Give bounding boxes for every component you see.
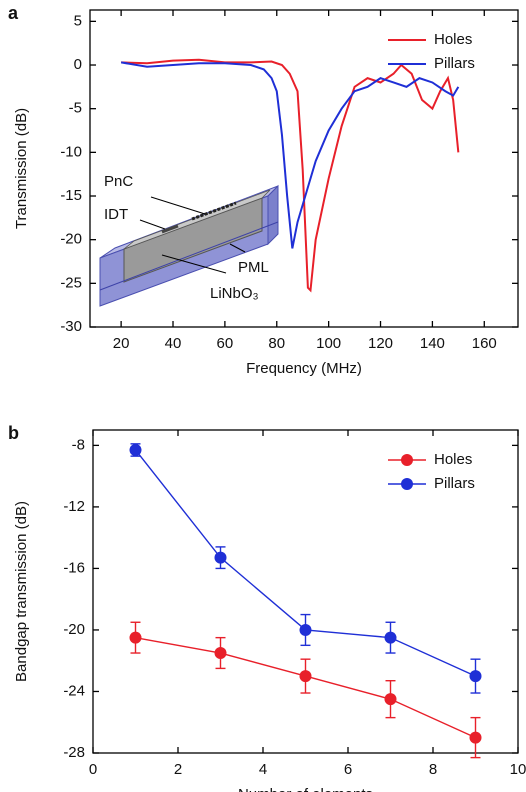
y-tick-label: -20 [63, 621, 85, 638]
x-axis-label: Number of elements [238, 786, 373, 792]
y-tick-label: 5 [74, 12, 82, 29]
annotation: IDT [104, 206, 128, 223]
point [469, 731, 482, 744]
point [129, 631, 142, 644]
x-tick-label: 80 [268, 335, 285, 352]
series-line [121, 58, 460, 293]
y-tick-label: -8 [72, 436, 85, 453]
point [214, 551, 227, 564]
point [214, 647, 227, 660]
x-tick-label: 20 [113, 335, 130, 352]
y-tick-label: -15 [60, 187, 82, 204]
y-tick-label: -16 [63, 559, 85, 576]
point [469, 670, 482, 683]
legend-label: Pillars [434, 55, 475, 72]
point [299, 670, 312, 683]
legend-swatch [401, 478, 413, 490]
y-tick-label: -20 [60, 231, 82, 248]
legend-label: Holes [434, 31, 472, 48]
panel-label: b [8, 423, 19, 443]
y-tick-label: -30 [60, 318, 82, 335]
x-tick-label: 160 [472, 335, 497, 352]
plot-frame [92, 429, 519, 754]
x-tick-label: 0 [89, 761, 97, 778]
inset-device [99, 184, 279, 307]
plot-frame [89, 9, 519, 328]
legend-label: Pillars [434, 475, 475, 492]
x-tick-label: 120 [368, 335, 393, 352]
point [384, 631, 397, 644]
y-tick-label: -10 [60, 143, 82, 160]
point [384, 693, 397, 706]
y-axis-label: Transmission (dB) [13, 108, 30, 229]
y-tick-label: -25 [60, 274, 82, 291]
legend-swatch [401, 454, 413, 466]
y-axis-label: Bandgap transmission (dB) [13, 501, 30, 682]
y-tick-label: -12 [63, 498, 85, 515]
x-tick-label: 4 [259, 761, 267, 778]
y-tick-label: 0 [74, 56, 82, 73]
annotation: PML [238, 259, 269, 276]
x-tick-label: 100 [316, 335, 341, 352]
series-line [120, 61, 460, 249]
point [129, 443, 142, 456]
x-tick-label: 8 [429, 761, 437, 778]
y-tick-label: -24 [63, 682, 85, 699]
point [299, 623, 312, 636]
annotation: LiNbO₃ [210, 285, 259, 302]
x-tick-label: 140 [420, 335, 445, 352]
x-tick-label: 2 [174, 761, 182, 778]
y-tick-label: -28 [63, 744, 85, 761]
x-tick-label: 60 [217, 335, 234, 352]
legend-label: Holes [434, 451, 472, 468]
x-axis-label: Frequency (MHz) [246, 360, 362, 377]
y-tick-label: -5 [69, 100, 82, 117]
x-tick-label: 40 [165, 335, 182, 352]
x-tick-label: 10 [510, 761, 526, 778]
panel-label: a [8, 3, 19, 23]
x-tick-label: 6 [344, 761, 352, 778]
annotation: PnC [104, 173, 133, 190]
